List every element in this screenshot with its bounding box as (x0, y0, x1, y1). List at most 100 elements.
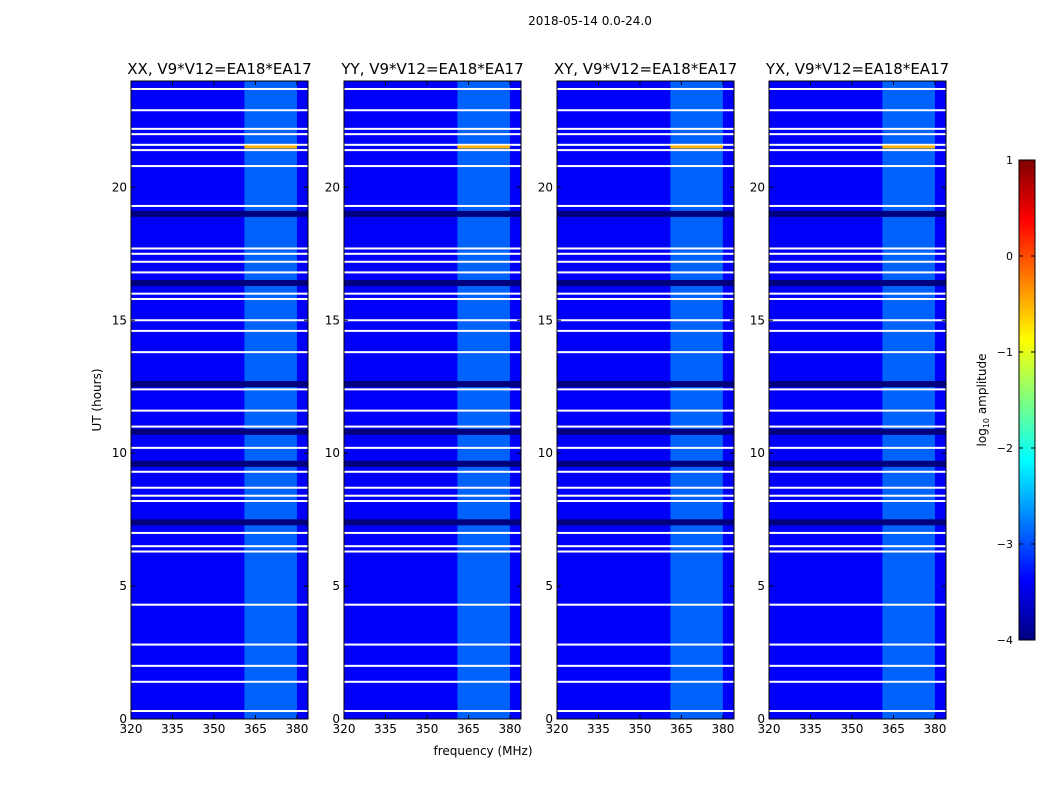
flagged-row (131, 550, 308, 553)
dark-row (557, 460, 734, 467)
dark-row (131, 460, 308, 467)
flagged-row (557, 297, 734, 300)
x-tick-label: 380 (923, 722, 946, 736)
flagged-row (557, 710, 734, 713)
flagged-row (557, 664, 734, 667)
flagged-row (131, 388, 308, 391)
flagged-row (557, 127, 734, 130)
flagged-row (344, 710, 521, 713)
flagged-row (769, 204, 946, 207)
dark-row (557, 280, 734, 287)
flagged-row (344, 252, 521, 255)
flagged-row (344, 260, 521, 263)
flagged-row (344, 531, 521, 534)
y-tick-label: 10 (325, 446, 340, 460)
flagged-row (769, 319, 946, 322)
x-tick-label: 320 (546, 722, 569, 736)
flagged-row (557, 109, 734, 112)
flagged-row (344, 409, 521, 412)
rfi-band (244, 81, 297, 719)
x-tick-label: 335 (799, 722, 822, 736)
flagged-row (557, 247, 734, 250)
flagged-row (131, 409, 308, 412)
flagged-row (131, 319, 308, 322)
flagged-row (769, 643, 946, 646)
dark-row (131, 280, 308, 287)
flagged-row (557, 425, 734, 428)
panel-title: YX, V9*V12=EA18*EA17 (765, 60, 949, 78)
flagged-row (769, 109, 946, 112)
dark-row (131, 210, 308, 217)
flagged-row (769, 710, 946, 713)
flagged-row (557, 550, 734, 553)
panel-frame (768, 80, 947, 720)
flagged-row (344, 470, 521, 473)
y-tick-label: 5 (545, 579, 553, 593)
flagged-row (344, 329, 521, 332)
flagged-row (344, 603, 521, 606)
y-tick-label: 20 (538, 180, 553, 194)
flagged-row (344, 550, 521, 553)
colorbar-tick-label: −4 (997, 634, 1013, 647)
x-tick-label: 365 (882, 722, 905, 736)
flagged-row (769, 680, 946, 683)
dark-row (131, 519, 308, 526)
y-tick-label: 10 (750, 446, 765, 460)
dark-row (131, 428, 308, 435)
flagged-row (344, 247, 521, 250)
flagged-row (344, 319, 521, 322)
dark-row (557, 210, 734, 217)
colorbar-tick-label: 0 (1006, 250, 1013, 263)
panel-3: YX, V9*V12=EA18*EA17 320 335 350 365 380 0 5 10 1… (750, 60, 949, 736)
dark-row (131, 381, 308, 388)
flagged-row (769, 165, 946, 168)
dark-row (769, 381, 946, 388)
flagged-row (769, 531, 946, 534)
flagged-row (344, 664, 521, 667)
panel-1: YY, V9*V12=EA18*EA17 320 335 350 365 380 0 5 10 1… (325, 60, 524, 736)
flagged-row (557, 292, 734, 295)
flagged-row (769, 425, 946, 428)
y-tick-label: 5 (119, 579, 127, 593)
dark-row (557, 381, 734, 388)
flagged-row (769, 297, 946, 300)
flagged-row (557, 470, 734, 473)
flagged-row (344, 87, 521, 90)
y-tick-label: 10 (112, 446, 127, 460)
hot-row (882, 145, 935, 149)
flagged-row (344, 545, 521, 548)
flagged-row (344, 297, 521, 300)
y-axis-label: UT (hours) (90, 368, 104, 431)
y-tick-label: 20 (750, 180, 765, 194)
dark-row (769, 210, 946, 217)
flagged-row (769, 550, 946, 553)
flagged-row (557, 603, 734, 606)
hot-row (457, 145, 510, 149)
flagged-row (131, 247, 308, 250)
colorbar-tick-label: −1 (997, 346, 1013, 359)
y-tick-label: 5 (332, 579, 340, 593)
flagged-row (557, 133, 734, 136)
flagged-row (557, 388, 734, 391)
y-tick-label: 20 (325, 180, 340, 194)
colorbar-tick-label: −2 (997, 442, 1013, 455)
flagged-row (131, 133, 308, 136)
dark-row (344, 519, 521, 526)
hot-row (244, 145, 297, 149)
x-axis-label: frequency (MHz) (433, 744, 532, 758)
flagged-row (769, 545, 946, 548)
y-tick-label: 15 (538, 313, 553, 327)
flagged-row (557, 319, 734, 322)
flagged-row (769, 486, 946, 489)
flagged-row (131, 603, 308, 606)
flagged-row (131, 531, 308, 534)
flagged-row (131, 643, 308, 646)
y-tick-label: 0 (332, 712, 340, 726)
flagged-row (557, 531, 734, 534)
flagged-row (557, 149, 734, 152)
flagged-row (131, 87, 308, 90)
flagged-row (131, 664, 308, 667)
y-tick-label: 15 (325, 313, 340, 327)
flagged-row (344, 149, 521, 152)
flagged-row (557, 494, 734, 497)
